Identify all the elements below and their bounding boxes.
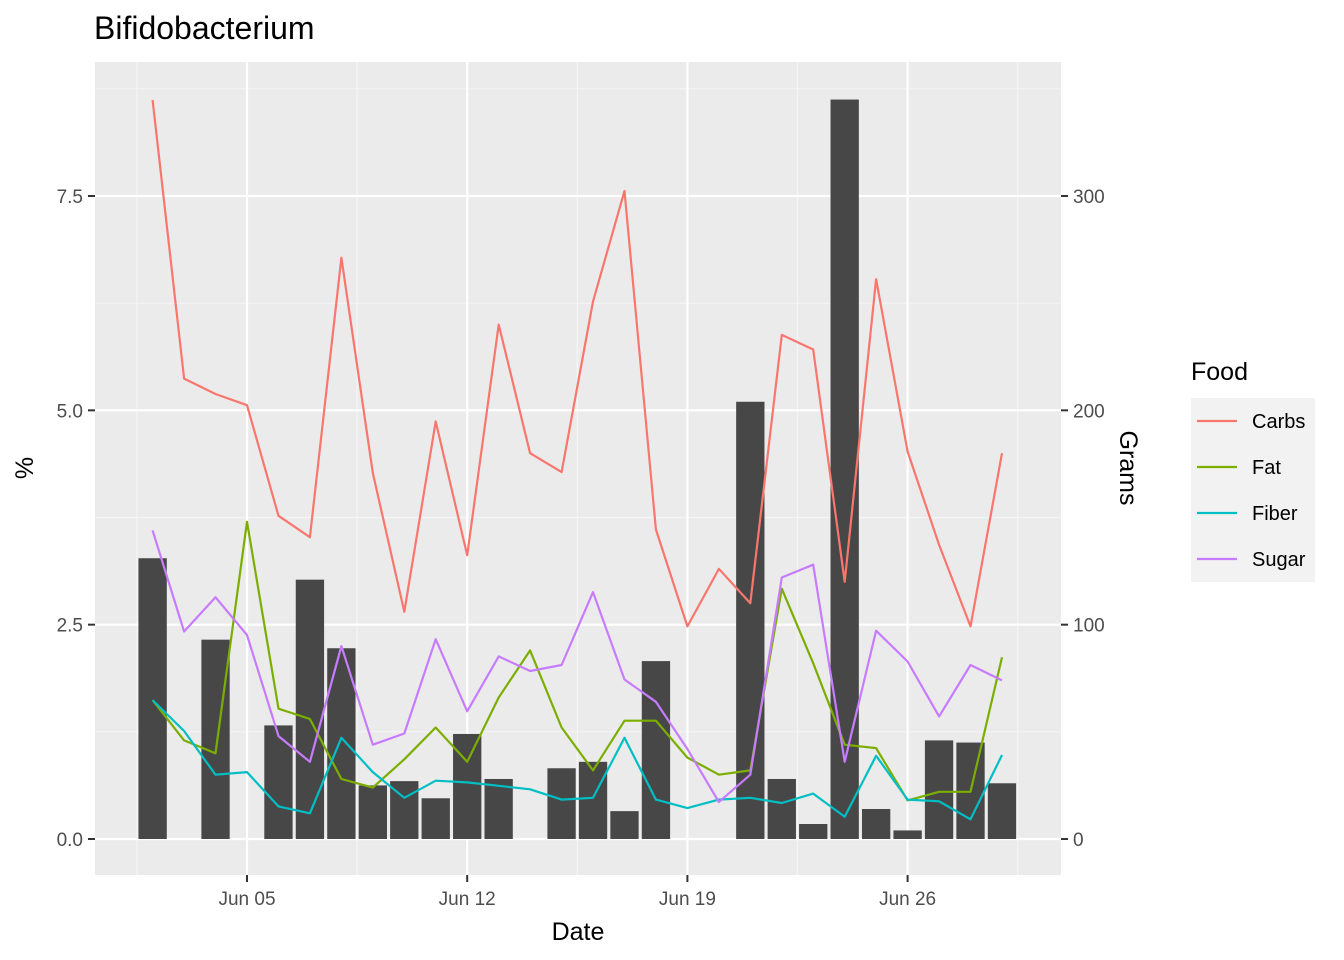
legend: Food Carbs Fat Fiber Sugar <box>1191 358 1315 582</box>
x-tick-label: Jun 19 <box>659 889 716 910</box>
grams-bar <box>201 639 230 839</box>
grams-bar <box>358 785 387 839</box>
grams-bar <box>924 740 954 839</box>
grams-bar <box>484 778 513 839</box>
grams-bar <box>138 558 167 839</box>
x-axis-title: Date <box>552 918 605 946</box>
grams-bar <box>578 761 608 839</box>
y-axis-title: % <box>11 457 39 479</box>
y2-axis-title: Grams <box>1114 431 1142 506</box>
legend-title: Food <box>1191 358 1248 386</box>
grams-bar <box>799 823 828 839</box>
legend-label-fat: Fat <box>1252 457 1281 479</box>
y-axis-right: 0 100 200 300 <box>1061 187 1105 851</box>
grams-bar <box>987 783 1017 839</box>
legend-label-fiber: Fiber <box>1252 503 1298 525</box>
series-lines <box>151 99 1004 821</box>
y-tick-label: 5.0 <box>57 401 83 422</box>
legend-label-carbs: Carbs <box>1252 411 1305 433</box>
y-tick-label: 2.5 <box>57 616 83 637</box>
x-tick-label: Jun 05 <box>218 889 275 910</box>
grid-minor <box>95 62 1061 875</box>
grams-bar <box>610 811 639 839</box>
x-axis: Jun 05 Jun 12 Jun 19 Jun 26 <box>218 875 936 910</box>
plot-panel <box>95 62 1061 875</box>
series-line-carbs <box>151 99 1004 628</box>
y-tick-label: 0.0 <box>57 830 83 851</box>
y2-tick-label: 200 <box>1073 401 1105 422</box>
y2-tick-label: 0 <box>1073 830 1084 851</box>
grams-bar <box>893 830 922 839</box>
grams-bar <box>295 579 325 839</box>
y2-tick-label: 100 <box>1073 616 1105 637</box>
legend-key-background <box>1191 398 1315 582</box>
grams-bar <box>830 99 859 840</box>
bars <box>138 99 1017 840</box>
series-line-sugar <box>151 530 1003 804</box>
y-axis-left: 0.0 2.5 5.0 7.5 <box>57 187 95 851</box>
grams-bar <box>547 768 576 839</box>
x-tick-label: Jun 26 <box>879 889 936 910</box>
series-line-fiber <box>151 699 1003 821</box>
chart-title: Bifidobacterium <box>94 10 315 46</box>
grams-bar <box>264 725 293 839</box>
grams-bar <box>421 798 450 839</box>
series-line-fat <box>151 520 1004 802</box>
y2-tick-label: 300 <box>1073 187 1105 208</box>
grams-bar <box>767 778 796 839</box>
legend-label-sugar: Sugar <box>1252 549 1306 571</box>
grams-bar <box>861 808 891 839</box>
grams-bar <box>641 661 671 839</box>
x-tick-label: Jun 12 <box>439 889 496 910</box>
y-tick-label: 7.5 <box>57 187 83 208</box>
